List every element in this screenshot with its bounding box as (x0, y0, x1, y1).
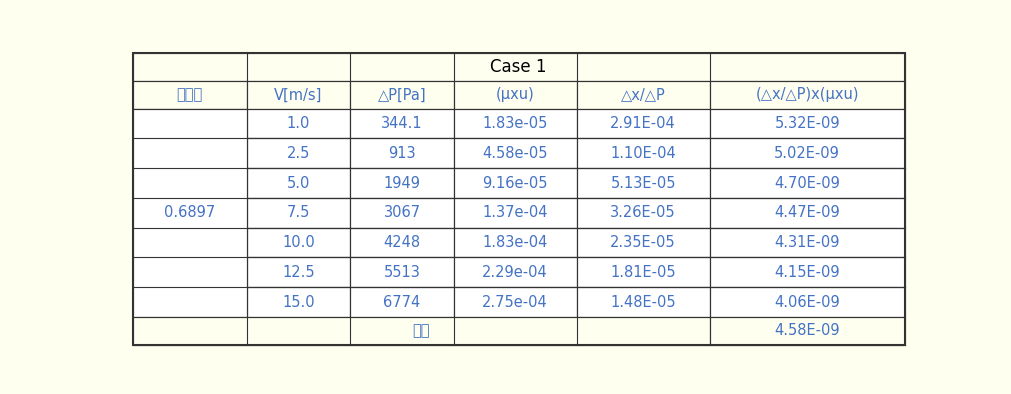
Text: 평균: 평균 (412, 323, 430, 338)
Bar (453, 228, 576, 257)
Bar (247, 228, 350, 257)
Bar (350, 228, 453, 257)
Bar (709, 228, 904, 257)
Bar (132, 109, 247, 138)
Text: 재공율: 재공율 (177, 87, 202, 102)
Text: V[m/s]: V[m/s] (274, 87, 323, 102)
Bar (350, 81, 453, 109)
Bar (576, 257, 709, 287)
Bar (350, 168, 453, 198)
Bar (453, 168, 576, 198)
Bar (453, 198, 576, 228)
Bar (247, 138, 350, 168)
Bar (132, 53, 904, 81)
Bar (132, 198, 247, 228)
Text: 5.13E-05: 5.13E-05 (610, 176, 675, 191)
Bar (132, 168, 247, 198)
Bar (247, 81, 350, 109)
Text: 2.91E-04: 2.91E-04 (610, 116, 675, 131)
Text: 344.1: 344.1 (381, 116, 423, 131)
Text: 2.29e-04: 2.29e-04 (482, 265, 548, 280)
Text: 10.0: 10.0 (282, 235, 314, 250)
Text: 15.0: 15.0 (282, 295, 314, 310)
Text: 5.32E-09: 5.32E-09 (773, 116, 839, 131)
Text: △x/△P: △x/△P (620, 87, 665, 102)
Bar (709, 109, 904, 138)
Bar (132, 138, 247, 168)
Bar (350, 138, 453, 168)
Bar (350, 109, 453, 138)
Bar (247, 168, 350, 198)
Text: 1.83e-04: 1.83e-04 (482, 235, 547, 250)
Bar (247, 287, 350, 317)
Text: 1.48E-05: 1.48E-05 (610, 295, 675, 310)
Bar (576, 228, 709, 257)
Bar (453, 138, 576, 168)
Bar (576, 168, 709, 198)
Bar (709, 168, 904, 198)
Bar (132, 317, 709, 345)
Text: 6774: 6774 (383, 295, 421, 310)
Text: 4.47E-09: 4.47E-09 (773, 205, 839, 220)
Bar (709, 138, 904, 168)
Bar (709, 287, 904, 317)
Text: 3067: 3067 (383, 205, 421, 220)
Bar (132, 81, 247, 109)
Bar (576, 109, 709, 138)
Bar (709, 81, 904, 109)
Text: 9.16e-05: 9.16e-05 (482, 176, 547, 191)
Bar (350, 198, 453, 228)
Text: (△x/△P)x(μxu): (△x/△P)x(μxu) (754, 87, 858, 102)
Text: 1949: 1949 (383, 176, 421, 191)
Text: 4.06E-09: 4.06E-09 (773, 295, 839, 310)
Text: Case 1: Case 1 (490, 58, 546, 76)
Bar (576, 198, 709, 228)
Bar (709, 198, 904, 228)
Bar (247, 109, 350, 138)
Text: 1.83e-05: 1.83e-05 (482, 116, 547, 131)
Bar (132, 257, 247, 287)
Text: 4.58E-09: 4.58E-09 (773, 323, 839, 338)
Bar (132, 109, 247, 317)
Text: 3.26E-05: 3.26E-05 (610, 205, 675, 220)
Bar (350, 257, 453, 287)
Text: 5.0: 5.0 (286, 176, 310, 191)
Bar (132, 287, 247, 317)
Text: 4.15E-09: 4.15E-09 (773, 265, 839, 280)
Bar (453, 287, 576, 317)
Text: 4248: 4248 (383, 235, 421, 250)
Bar (247, 257, 350, 287)
Text: 2.35E-05: 2.35E-05 (610, 235, 675, 250)
Bar (709, 257, 904, 287)
Text: 2.5: 2.5 (286, 146, 310, 161)
Text: △P[Pa]: △P[Pa] (377, 87, 426, 102)
Text: 5513: 5513 (383, 265, 420, 280)
Bar (709, 317, 904, 345)
Text: 2.75e-04: 2.75e-04 (482, 295, 548, 310)
Text: 4.70E-09: 4.70E-09 (773, 176, 839, 191)
Text: 4.31E-09: 4.31E-09 (773, 235, 839, 250)
Bar (350, 287, 453, 317)
Text: 12.5: 12.5 (282, 265, 314, 280)
Text: 1.0: 1.0 (286, 116, 310, 131)
Text: 4.58e-05: 4.58e-05 (482, 146, 547, 161)
Text: 913: 913 (388, 146, 416, 161)
Bar (576, 81, 709, 109)
Text: 7.5: 7.5 (286, 205, 310, 220)
Text: 5.02E-09: 5.02E-09 (773, 146, 839, 161)
Bar (576, 287, 709, 317)
Text: 1.37e-04: 1.37e-04 (482, 205, 547, 220)
Bar (576, 138, 709, 168)
Bar (453, 257, 576, 287)
Text: 1.81E-05: 1.81E-05 (610, 265, 675, 280)
Bar (453, 81, 576, 109)
Bar (453, 109, 576, 138)
Text: 0.6897: 0.6897 (164, 205, 215, 220)
Bar (132, 228, 247, 257)
Bar (247, 198, 350, 228)
Text: 1.10E-04: 1.10E-04 (610, 146, 675, 161)
Text: (μxu): (μxu) (495, 87, 534, 102)
